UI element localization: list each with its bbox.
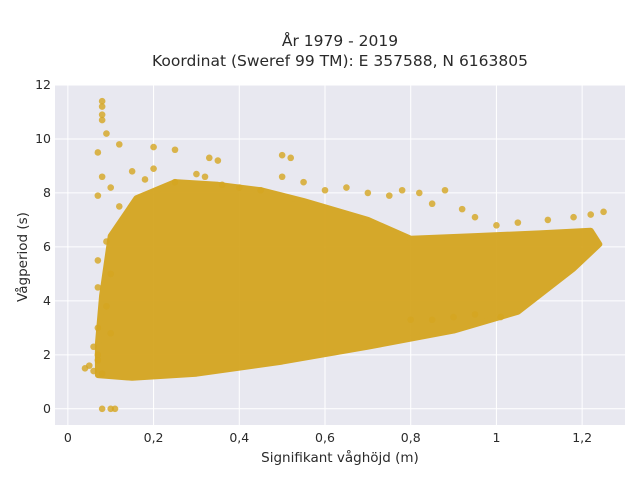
data-point xyxy=(514,219,522,226)
data-point xyxy=(171,178,179,186)
data-point xyxy=(544,216,552,224)
x-tick-label: 0 xyxy=(64,430,72,445)
data-point xyxy=(321,186,329,194)
data-point xyxy=(205,154,213,162)
data-point xyxy=(493,222,500,229)
data-point xyxy=(94,192,102,199)
y-tick-label: 10 xyxy=(35,131,51,146)
x-tick-label: 0,2 xyxy=(144,430,164,445)
data-point xyxy=(98,405,106,413)
data-point xyxy=(171,146,179,154)
data-point xyxy=(407,316,415,324)
x-tick-label: 0,8 xyxy=(401,430,421,445)
data-point xyxy=(98,97,106,105)
data-point xyxy=(214,157,222,164)
data-point xyxy=(450,313,457,321)
data-point xyxy=(94,257,102,264)
data-point xyxy=(471,311,479,318)
data-point xyxy=(90,343,97,351)
data-point xyxy=(458,205,466,213)
data-point xyxy=(150,143,157,151)
data-point xyxy=(98,173,106,181)
data-point xyxy=(471,213,479,221)
data-point xyxy=(98,370,106,378)
data-point xyxy=(94,284,102,291)
data-point xyxy=(415,189,423,197)
y-tick-label: 0 xyxy=(43,401,51,416)
data-point xyxy=(98,111,106,118)
data-point xyxy=(587,211,595,218)
data-point xyxy=(150,165,157,172)
x-tick-label: 1,2 xyxy=(572,430,592,445)
data-point xyxy=(300,178,307,186)
tick-labels: 0 0,2 0,4 0,6 0,8 1 1,2 0 2 4 6 8 10 12 xyxy=(35,77,592,445)
data-point xyxy=(235,184,243,191)
data-point xyxy=(343,184,350,191)
data-point xyxy=(107,184,115,191)
chart-title-line-2: Koordinat (Sweref 99 TM): E 357588, N 61… xyxy=(152,52,528,70)
data-point xyxy=(193,170,200,178)
y-tick-label: 6 xyxy=(43,239,51,254)
y-tick-label: 4 xyxy=(43,293,51,308)
data-point xyxy=(111,405,119,413)
data-point xyxy=(115,141,123,148)
x-tick-label: 0,6 xyxy=(315,430,335,445)
data-point xyxy=(94,351,102,359)
data-point xyxy=(428,200,436,208)
x-tick-label: 0,4 xyxy=(229,430,249,445)
data-point xyxy=(428,316,436,324)
data-point xyxy=(218,181,226,189)
data-point xyxy=(103,130,110,137)
data-point xyxy=(103,302,110,310)
data-point xyxy=(107,329,115,337)
data-point xyxy=(107,270,115,278)
data-points xyxy=(81,97,607,413)
data-point xyxy=(103,238,110,245)
data-point xyxy=(570,213,577,221)
data-point xyxy=(497,313,505,321)
data-point xyxy=(94,324,102,332)
y-tick-label: 8 xyxy=(43,185,51,200)
y-tick-label: 2 xyxy=(43,347,51,362)
data-point xyxy=(141,176,149,183)
data-point xyxy=(98,116,106,124)
data-point xyxy=(441,186,449,194)
data-point xyxy=(98,103,106,110)
data-point xyxy=(94,149,102,156)
data-point xyxy=(90,367,97,375)
data-point xyxy=(278,173,286,181)
data-point xyxy=(85,362,93,369)
y-tick-label: 12 xyxy=(35,77,51,92)
data-point xyxy=(600,208,607,216)
data-point xyxy=(257,186,265,194)
data-point xyxy=(278,151,286,159)
data-point xyxy=(201,173,209,181)
point-cloud xyxy=(94,179,603,381)
chart-title-line-1: År 1979 - 2019 xyxy=(282,31,398,50)
data-point xyxy=(115,203,123,210)
point-cloud-area xyxy=(94,179,603,381)
y-axis-title: Vågperiod (s) xyxy=(14,212,31,302)
data-point xyxy=(94,356,102,364)
x-tick-label: 1 xyxy=(492,430,500,445)
data-point xyxy=(128,168,136,175)
data-point xyxy=(287,154,295,162)
data-point xyxy=(398,186,406,194)
data-point xyxy=(364,189,372,197)
data-point xyxy=(385,192,393,199)
x-axis-title: Signifikant våghöjd (m) xyxy=(261,449,419,466)
